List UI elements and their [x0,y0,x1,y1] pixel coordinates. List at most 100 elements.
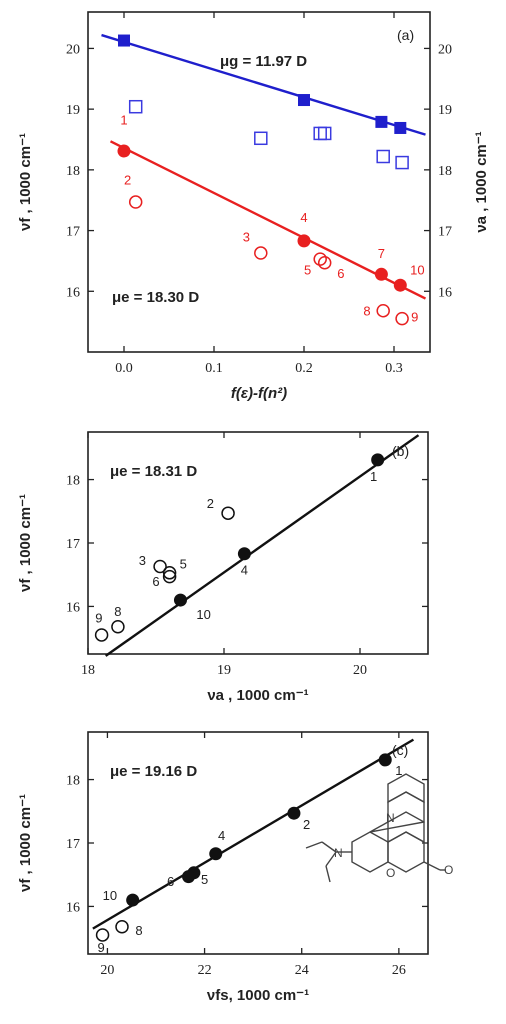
y-tick-label: 18 [66,774,80,789]
data-point-open-circle [317,256,332,270]
data-point-open-circle [115,919,129,934]
point-number-label: 10 [196,607,210,622]
point-number-label: 4 [218,828,225,843]
data-point-open-circle [111,619,125,634]
point-number-label: 9 [411,310,418,325]
y-tick-label: 16 [66,600,80,615]
x-tick-label: 0.3 [385,361,403,376]
point-number-label: 3 [243,230,250,245]
y-tick-label: 18 [66,164,80,179]
data-point-open-circle [221,506,235,520]
data-point-open-square [254,131,268,146]
data-point-open-circle [162,569,177,584]
data-point-open-square [395,155,409,170]
molecule-n-atom: N [334,846,343,860]
fit-line [104,434,420,657]
point-number-label: 2 [303,817,310,832]
panel-b-ticks: 18 19 20 16 17 18 [66,432,428,678]
x-tick-label: 18 [81,663,95,678]
molecule-structure-drawing [305,773,446,883]
panel-b-marks [94,453,385,642]
data-point-open-circle [376,303,390,318]
panel-c-point-labels: 1 2 4 5 6 10 8 9 [97,763,402,955]
point-number-label: 5 [201,872,208,887]
point-number-label: 2 [124,172,131,187]
y-tick-label: 18 [66,474,80,489]
panel-b-ylabel: νf , 1000 cm⁻¹ [17,494,34,592]
data-point-filled-circle [126,893,140,907]
data-point-filled-circle [237,547,251,561]
y-tick-label: 17 [66,537,80,552]
y-tick-label: 16 [66,900,80,915]
fit-line [92,738,415,930]
data-point-filled-circle [374,267,388,281]
x-tick-label: 0.2 [295,361,313,376]
panel-a-point-labels: 1 2 3 4 5 6 7 10 8 9 [120,112,424,324]
x-tick-label: 20 [353,663,367,678]
y-right-tick-label: 18 [438,164,452,179]
point-number-label: 2 [207,496,214,511]
fit-line [109,140,427,300]
data-point-filled-square [298,94,310,107]
y-tick-label: 20 [66,42,80,57]
panel-a-annotation-mu-g: μg = 11.97 D [220,53,307,70]
y-right-tick-label: 19 [438,103,452,118]
molecule-o-ring-atom: O [386,866,395,880]
point-number-label: 4 [300,210,307,225]
panel-a-marks [117,34,409,326]
x-tick-label: 20 [100,963,114,978]
data-point-filled-circle [297,234,311,248]
point-number-label: 10 [103,888,117,903]
x-tick-label: 19 [217,663,231,678]
data-point-filled-circle [378,753,392,767]
point-number-label: 8 [135,923,142,938]
data-point-filled-square [375,115,388,128]
point-number-label: 7 [378,246,385,261]
data-point-open-circle [162,566,177,580]
point-number-label: 3 [139,553,146,568]
panel-c-tag: (c) [392,742,408,758]
point-number-label: 1 [120,112,127,127]
data-point-filled-circle [371,453,385,467]
point-number-label: 9 [95,610,102,625]
data-point-open-square [128,99,143,114]
point-number-label: 10 [410,262,424,277]
data-point-filled-circle [209,847,223,861]
molecule-o-carbonyl-atom: O [444,863,453,877]
point-number-label: 5 [180,556,187,571]
point-number-label: 6 [167,874,174,889]
data-point-open-circle [313,252,327,266]
x-tick-label: 24 [295,963,309,978]
panel-c-annotation-mu-e: μe = 19.16 D [110,763,197,780]
data-point-open-circle [94,628,109,642]
panel-a-fit-lines [101,33,427,300]
data-point-filled-circle [287,806,301,820]
panel-b-xlabel: νa , 1000 cm⁻¹ [207,687,308,704]
data-point-filled-square [394,121,407,134]
y-tick-label: 19 [66,103,80,118]
x-tick-label: 0.0 [115,361,133,376]
panel-a-ylabel-right: νa , 1000 cm⁻¹ [473,131,490,232]
data-point-filled-circle [182,870,196,884]
data-point-open-circle [254,246,268,260]
panel-b-fit-lines [104,434,420,657]
panel-a-ylabel-left: νf , 1000 cm⁻¹ [17,133,34,231]
x-tick-label: 22 [198,963,212,978]
fit-line [101,33,426,136]
point-number-label: 6 [152,574,159,589]
panel-c-fit-lines [92,738,415,930]
data-point-open-circle [153,559,167,574]
panel-b-point-labels: 1 2 3 5 6 4 10 89 [95,469,377,625]
y-right-tick-label: 16 [438,285,452,300]
panel-b: 18 19 20 16 17 18 1 2 3 5 6 4 10 89 (b) μe = 18.31 D… [17,431,429,704]
point-number-label: 6 [337,266,344,281]
point-number-label: 8 [114,604,121,619]
data-point-open-circle [395,311,409,326]
panel-c-ylabel: νf , 1000 cm⁻¹ [17,794,34,892]
point-number-label: 1 [395,763,402,778]
x-tick-label: 26 [392,963,406,978]
